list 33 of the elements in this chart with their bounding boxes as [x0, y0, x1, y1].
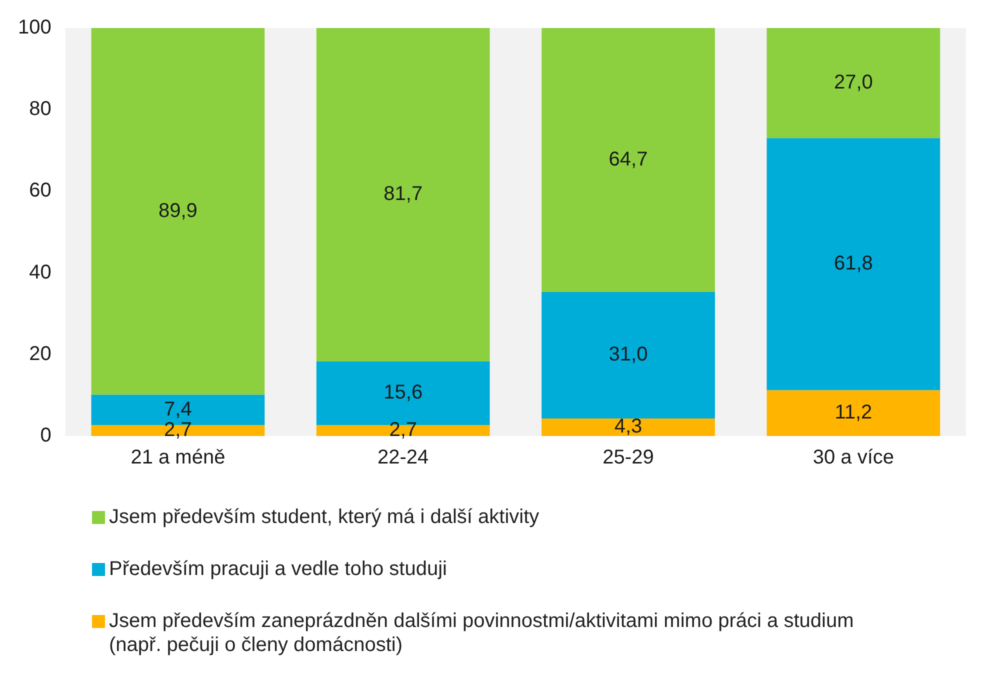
bar [766, 28, 940, 138]
data-label: 89,9 [158, 200, 198, 222]
x-tick-label: 25-29 [602, 446, 654, 469]
data-label: 4,3 [614, 416, 642, 438]
bar [542, 28, 715, 292]
bar [542, 418, 715, 436]
data-label: 11,2 [834, 402, 872, 424]
bar [316, 28, 490, 362]
y-tick-label: 40 [29, 261, 52, 284]
legend-label: Především pracuji a vedle toho studuji [109, 557, 447, 581]
bar [766, 138, 940, 390]
x-tick-label: 30 a více [812, 446, 894, 469]
data-label: 81,7 [384, 183, 423, 206]
data-label: 2,7 [389, 419, 418, 442]
data-label: 2,7 [164, 419, 192, 442]
y-tick-label: 20 [29, 342, 52, 365]
bar [542, 292, 715, 418]
y-tick-label: 0 [40, 424, 52, 447]
bar [766, 390, 940, 436]
data-label: 7,4 [164, 398, 192, 420]
y-tick-label: 100 [18, 16, 52, 39]
data-label: 27,0 [834, 72, 873, 94]
y-tick-label: 80 [29, 98, 52, 120]
bar [91, 28, 265, 395]
data-label: 64,7 [608, 148, 648, 171]
legend-label: Jsem především student, který má i další aktivity [109, 505, 540, 529]
y-tick-label: 60 [29, 180, 52, 202]
data-label: 15,6 [384, 382, 423, 404]
legend-label: Jsem především zaneprázdněn dalšími povinnostmi/aktivitami mimo práci a studium (např. pečuji o členy domácnosti) [109, 609, 855, 657]
x-tick-label: 22-24 [378, 446, 429, 469]
x-tick-label: 21 a méně [130, 446, 226, 469]
data-label: 31,0 [608, 344, 648, 366]
data-label: 61,8 [834, 252, 873, 275]
